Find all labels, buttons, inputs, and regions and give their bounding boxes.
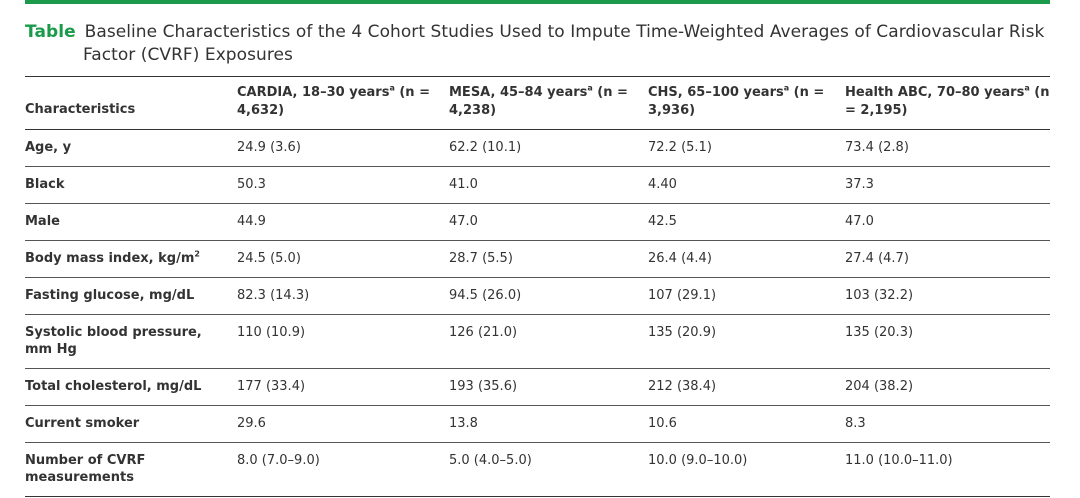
cell-chs: 212 (38.4) [648, 368, 845, 406]
cell-chs: 10.0 (9.0–10.0) [648, 442, 845, 497]
cell-mesa: 41.0 [449, 166, 648, 204]
cell-health-abc: 11.0 (10.0–11.0) [845, 442, 1050, 497]
cell-cardia: 29.6 [237, 405, 449, 443]
caption-text: Baseline Characteristics of the 4 Cohort… [83, 22, 1045, 65]
cell-chs: 10.6 [648, 405, 845, 443]
cell-cardia: 50.3 [237, 166, 449, 204]
cell-mesa: 28.7 (5.5) [449, 240, 648, 278]
accent-rule [25, 0, 1050, 4]
caption-label: Table [25, 22, 76, 42]
cell-cardia: 24.9 (3.6) [237, 129, 449, 167]
row-label: Number of CVRF measurements [25, 442, 237, 497]
cell-mesa: 47.0 [449, 203, 648, 241]
row-label: Systolic blood pressure, mm Hg [25, 314, 237, 369]
cell-chs: 135 (20.9) [648, 314, 845, 369]
cell-health-abc: 27.4 (4.7) [845, 240, 1050, 278]
cell-mesa: 62.2 (10.1) [449, 129, 648, 167]
cell-mesa: 126 (21.0) [449, 314, 648, 369]
table-header-row: Characteristics CARDIA, 18–30 yearsa (n … [25, 76, 1050, 130]
cell-cardia: 44.9 [237, 203, 449, 241]
cell-chs: 26.4 (4.4) [648, 240, 845, 278]
cell-cardia: 110 (10.9) [237, 314, 449, 369]
table-row: Systolic blood pressure, mm Hg 110 (10.9… [25, 314, 1050, 369]
cell-health-abc: 73.4 (2.8) [845, 129, 1050, 167]
table-row: Male 44.9 47.0 42.5 47.0 [25, 203, 1050, 241]
cell-cardia: 24.5 (5.0) [237, 240, 449, 278]
header-chs: CHS, 65–100 yearsa (n = 3,936) [648, 83, 825, 118]
cell-chs: 72.2 (5.1) [648, 129, 845, 167]
table-row: Black 50.3 41.0 4.40 37.3 [25, 166, 1050, 204]
cell-cardia: 177 (33.4) [237, 368, 449, 406]
header-characteristics: Characteristics [25, 102, 136, 117]
cell-mesa: 94.5 (26.0) [449, 277, 648, 315]
row-label: Male [25, 203, 237, 241]
row-label: Age, y [25, 129, 237, 167]
baseline-characteristics-table: Characteristics CARDIA, 18–30 yearsa (n … [25, 76, 1050, 497]
cell-health-abc: 37.3 [845, 166, 1050, 204]
row-label: Body mass index, kg/m2 [25, 240, 237, 278]
header-mesa: MESA, 45–84 yearsa (n = 4,238) [449, 83, 628, 118]
table-row: Current smoker 29.6 13.8 10.6 8.3 [25, 405, 1050, 443]
cell-health-abc: 103 (32.2) [845, 277, 1050, 315]
cell-health-abc: 8.3 [845, 405, 1050, 443]
header-health-abc: Health ABC, 70–80 yearsa (n = 2,195) [845, 83, 1050, 118]
table-row: Age, y 24.9 (3.6) 62.2 (10.1) 72.2 (5.1)… [25, 129, 1050, 167]
row-label: Total cholesterol, mg/dL [25, 368, 237, 406]
cell-cardia: 82.3 (14.3) [237, 277, 449, 315]
cell-chs: 42.5 [648, 203, 845, 241]
table-row: Body mass index, kg/m2 24.5 (5.0) 28.7 (… [25, 240, 1050, 278]
cell-mesa: 5.0 (4.0–5.0) [449, 442, 648, 497]
row-label: Fasting glucose, mg/dL [25, 277, 237, 315]
cell-health-abc: 204 (38.2) [845, 368, 1050, 406]
cell-cardia: 8.0 (7.0–9.0) [237, 442, 449, 497]
table-figure: Table Baseline Characteristics of the 4 C… [25, 0, 1050, 497]
row-label: Black [25, 166, 237, 204]
table-row: Number of CVRF measurements 8.0 (7.0–9.0… [25, 442, 1050, 497]
cell-health-abc: 47.0 [845, 203, 1050, 241]
row-label: Current smoker [25, 405, 237, 443]
table-row: Fasting glucose, mg/dL 82.3 (14.3) 94.5 … [25, 277, 1050, 315]
cell-mesa: 13.8 [449, 405, 648, 443]
table-caption: Table Baseline Characteristics of the 4 C… [25, 21, 1050, 67]
cell-mesa: 193 (35.6) [449, 368, 648, 406]
header-cardia: CARDIA, 18–30 yearsa (n = 4,632) [237, 83, 430, 118]
table-row: Total cholesterol, mg/dL 177 (33.4) 193 … [25, 368, 1050, 406]
cell-chs: 4.40 [648, 166, 845, 204]
cell-chs: 107 (29.1) [648, 277, 845, 315]
cell-health-abc: 135 (20.3) [845, 314, 1050, 369]
